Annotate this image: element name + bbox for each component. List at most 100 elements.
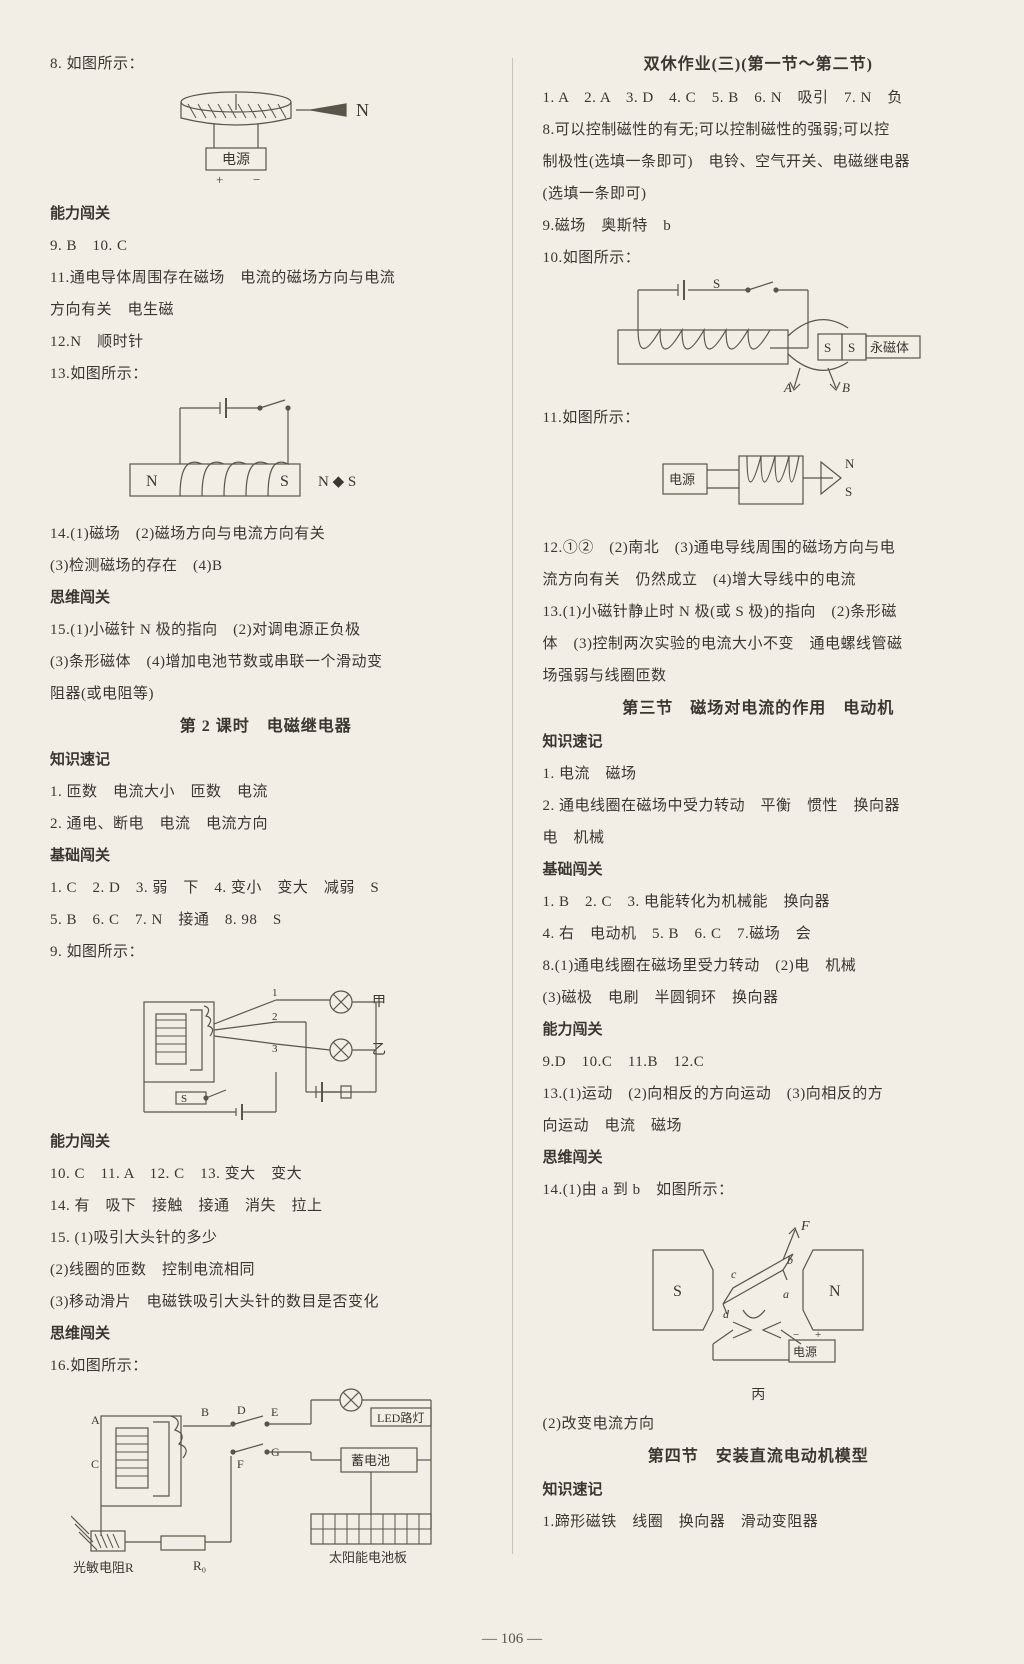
- j9: 9. 如图所示：: [50, 936, 482, 968]
- d5-S2: S: [824, 340, 831, 355]
- n14: 14. 有 吸下 接触 接通 消失 拉上: [50, 1190, 482, 1222]
- item-14a: 14.(1)磁场 (2)磁场方向与电流方向有关: [50, 518, 482, 550]
- r13a: 13.(1)小磁针静止时 N 极(或 S 极)的指向 (2)条形磁: [543, 596, 975, 628]
- r13b: 体 (3)控制两次实验的电流大小不变 通电螺线管磁: [543, 628, 975, 660]
- z2: 2. 通电、断电 电流 电流方向: [50, 808, 482, 840]
- heading-jichu-1: 基础闯关: [50, 840, 482, 872]
- r12a: 12.①② (2)南北 (3)通电导线周围的磁场方向与电: [543, 532, 975, 564]
- diagram-4: A C 光敏电阻R R₀ B: [50, 1386, 482, 1576]
- r8c: (选填一条即可): [543, 178, 975, 210]
- item-14b: (3)检测磁场的存在 (4)B: [50, 550, 482, 582]
- d2-N: N: [146, 473, 158, 490]
- d5-S1: S: [713, 278, 720, 291]
- diagram-6: 电源 N S: [543, 438, 975, 528]
- d4-batt: 蓄电池: [351, 1453, 390, 1468]
- d2-NS: N ◆ S: [318, 474, 356, 490]
- n15a: 15. (1)吸引大头针的多少: [50, 1222, 482, 1254]
- item-15c: 阻器(或电阻等): [50, 678, 482, 710]
- heading-zhishi-1: 知识速记: [50, 744, 482, 776]
- d3-S: S: [181, 1093, 187, 1105]
- d7-caption: 丙: [543, 1384, 975, 1408]
- d7-c: c: [731, 1267, 737, 1281]
- d1-power-label: 电源: [222, 152, 250, 168]
- heading-zhishi-2: 知识速记: [543, 726, 975, 758]
- n15b: (2)线圈的匝数 控制电流相同: [50, 1254, 482, 1286]
- section-sx: 双休作业(三)(第一节～第二节): [543, 48, 975, 82]
- nr13b: 向运动 电流 磁场: [543, 1110, 975, 1142]
- d6-N: N: [845, 456, 855, 471]
- item-11a: 11.通电导体周围存在磁场 电流的磁场方向与电流: [50, 262, 482, 294]
- heading-nengli-2: 能力闯关: [50, 1126, 482, 1158]
- d5-B: B: [842, 380, 850, 395]
- heading-jichu-2: 基础闯关: [543, 854, 975, 886]
- page-root: 8. 如图所示： 电源 + − N: [0, 0, 1024, 1664]
- item-8: 8. 如图所示：: [50, 48, 482, 80]
- heading-nengli-1: 能力闯关: [50, 198, 482, 230]
- item-12: 12.N 顺时针: [50, 326, 482, 358]
- d4-F: F: [237, 1457, 244, 1471]
- item-15b: (3)条形磁体 (4)增加电池节数或串联一个滑动变: [50, 646, 482, 678]
- d7-S: S: [673, 1283, 682, 1300]
- d4-R0: R₀: [193, 1558, 206, 1573]
- jr8b: (3)磁极 电刷 半圆铜环 换向器: [543, 982, 975, 1014]
- svg-text:−: −: [253, 172, 260, 187]
- d6-S: S: [845, 484, 852, 499]
- right-column: 双休作业(三)(第一节～第二节) 1. A 2. A 3. D 4. C 5. …: [543, 48, 975, 1634]
- d7-d: d: [723, 1307, 730, 1321]
- diagram-1: 电源 + − N: [50, 84, 482, 194]
- d5-A: A: [783, 380, 792, 395]
- svg-text:+: +: [216, 172, 223, 187]
- section-k2: 第 2 课时 电磁继电器: [50, 710, 482, 744]
- svg-text:+: +: [815, 1329, 821, 1341]
- z4r: 1.蹄形磁铁 线圈 换向器 滑动变阻器: [543, 1506, 975, 1538]
- r13c: 场强弱与线圈匝数: [543, 660, 975, 692]
- nr14b: (2)改变电流方向: [543, 1408, 975, 1440]
- d4-D: D: [237, 1403, 246, 1417]
- d7-a: a: [783, 1287, 789, 1301]
- heading-siwei-3: 思维闯关: [543, 1142, 975, 1174]
- diagram-3: S 甲 乙 1 2 3: [50, 972, 482, 1122]
- column-divider: [512, 58, 513, 1554]
- diagram-7: S N b c a d F 电源 +−: [543, 1210, 975, 1380]
- item-9-10: 9. B 10. C: [50, 230, 482, 262]
- z2rb: 电 机械: [543, 822, 975, 854]
- r8b: 制极性(选填一条即可) 电铃、空气开关、电磁继电器: [543, 146, 975, 178]
- r9: 9.磁场 奥斯特 b: [543, 210, 975, 242]
- nr13a: 13.(1)运动 (2)向相反的方向运动 (3)向相反的方: [543, 1078, 975, 1110]
- section-s4: 第四节 安装直流电动机模型: [543, 1440, 975, 1474]
- svg-text:−: −: [793, 1329, 799, 1341]
- z1r: 1. 电流 磁场: [543, 758, 975, 790]
- page-number: — 106 —: [0, 1631, 1024, 1648]
- d4-E: E: [271, 1405, 278, 1419]
- d4-B: B: [201, 1405, 209, 1419]
- svg-text:3: 3: [272, 1043, 278, 1055]
- diagram-2: N S N ◆ S: [50, 394, 482, 514]
- item-11b: 方向有关 电生磁: [50, 294, 482, 326]
- d1-n-label: N: [356, 100, 369, 120]
- section-s3: 第三节 磁场对电流的作用 电动机: [543, 692, 975, 726]
- d4-A: A: [91, 1413, 100, 1427]
- jr8: 8.(1)通电线圈在磁场里受力转动 (2)电 机械: [543, 950, 975, 982]
- item-13: 13.如图所示：: [50, 358, 482, 390]
- heading-siwei-1: 思维闯关: [50, 582, 482, 614]
- z2r: 2. 通电线圈在磁场中受力转动 平衡 惯性 换向器: [543, 790, 975, 822]
- d5-S3: S: [848, 340, 855, 355]
- d5-perm: 永磁体: [870, 340, 909, 355]
- heading-zhishi-3: 知识速记: [543, 1474, 975, 1506]
- n10: 10. C 11. A 12. C 13. 变大 变大: [50, 1158, 482, 1190]
- nr9: 9.D 10.C 11.B 12.C: [543, 1046, 975, 1078]
- d7-N: N: [829, 1283, 841, 1300]
- d7-power: 电源: [793, 1345, 817, 1359]
- jr1: 1. B 2. C 3. 电能转化为机械能 换向器: [543, 886, 975, 918]
- d4-led: LED路灯: [377, 1410, 424, 1425]
- diagram-5: S S S 永磁体 A: [543, 278, 975, 398]
- svg-text:2: 2: [272, 1011, 278, 1023]
- l16: 16.如图所示：: [50, 1350, 482, 1382]
- r11: 11.如图所示：: [543, 402, 975, 434]
- d2-S: S: [280, 473, 289, 490]
- jr4: 4. 右 电动机 5. B 6. C 7.磁场 会: [543, 918, 975, 950]
- r1: 1. A 2. A 3. D 4. C 5. B 6. N 吸引 7. N 负: [543, 82, 975, 114]
- r10: 10.如图所示：: [543, 242, 975, 274]
- left-column: 8. 如图所示： 电源 + − N: [50, 48, 482, 1634]
- j1: 1. C 2. D 3. 弱 下 4. 变小 变大 减弱 S: [50, 872, 482, 904]
